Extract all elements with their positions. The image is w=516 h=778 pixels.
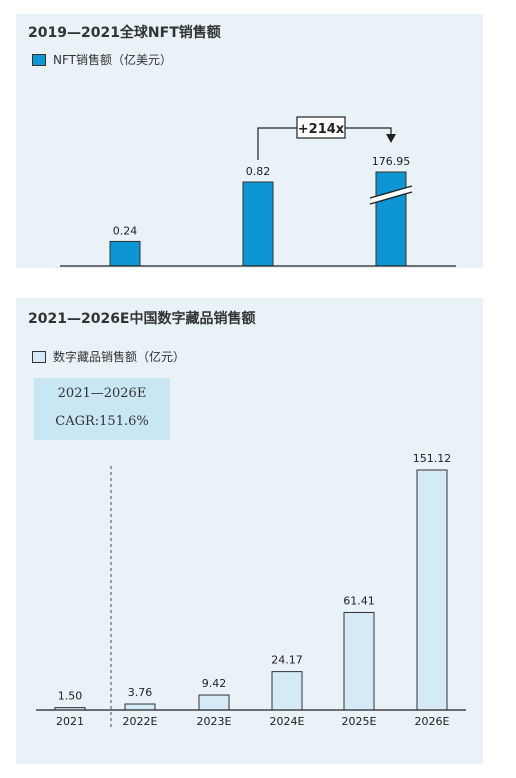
nft-value-label-2019: 0.24: [113, 224, 138, 237]
dc-chart-title: 2021—2026E中国数字藏品销售额: [28, 311, 256, 327]
nft-bar-2020: [242, 181, 274, 267]
dc-tick-label-2026E: 2026E: [415, 715, 450, 728]
dc-bar-chart: 1.50 2021 3.76 2022E 9.42 2023E 24.17 2024E 61.4…: [36, 452, 466, 728]
dc-legend-label: 数字藏品销售额（亿元）: [53, 350, 186, 364]
dc-value-label-2023E: 9.42: [202, 677, 227, 690]
nft-growth-badge: [296, 116, 346, 139]
dc-tick-label-2023E: 2023E: [197, 715, 232, 728]
dc-legend: 数字藏品销售额（亿元）: [32, 348, 185, 365]
nft-sales-panel: 2019—2021全球NFT销售额 NFT销售额（亿美元） 0.2420190.…: [16, 14, 483, 268]
nft-legend: NFT销售额（亿美元）: [32, 51, 172, 68]
digital-collectibles-panel: 2021—2026E中国数字藏品销售额 数字藏品销售额（亿元） 2021—202…: [16, 298, 483, 764]
dc-value-label-2021: 1.50: [58, 690, 83, 703]
cagr-period: 2021—2026E: [57, 386, 147, 401]
nft-bar-2021: [375, 171, 407, 267]
nft-axis-break-line: [369, 191, 413, 205]
dc-tick-label-2021: 2021: [56, 715, 84, 728]
nft-value-label-2021: 176.95: [372, 155, 411, 168]
nft-legend-swatch: [32, 53, 46, 66]
nft-value-label-2020: 0.82: [246, 165, 271, 178]
dc-bar-2022E: [124, 703, 156, 711]
dc-tick-label-2024E: 2024E: [270, 715, 305, 728]
dc-bar-2026E: [416, 469, 448, 711]
nft-chart-title: 2019—2021全球NFT销售额: [28, 25, 221, 41]
dc-tick-label-2022E: 2022E: [123, 715, 158, 728]
dc-legend-swatch: [32, 350, 46, 363]
dc-bar-2023E: [198, 694, 230, 711]
nft-axis-break-line: [369, 185, 413, 199]
nft-axis-break-gap: [372, 187, 410, 203]
dc-value-label-2025E: 61.41: [343, 594, 375, 607]
cagr-box: 2021—2026E CAGR:151.6%: [34, 378, 170, 440]
dc-bar-2025E: [343, 611, 375, 711]
dc-tick-label-2025E: 2025E: [342, 715, 377, 728]
nft-bar-chart: 0.2420190.822020176.952021+214x: [60, 116, 456, 267]
dc-value-label-2022E: 3.76: [128, 686, 153, 699]
dc-value-label-2026E: 151.12: [413, 452, 452, 465]
nft-growth-annotation: +214x: [298, 122, 345, 137]
cagr-value: CAGR:151.6%: [55, 414, 149, 429]
nft-bar-2019: [109, 240, 141, 267]
dc-bar-2024E: [271, 671, 303, 711]
nft-legend-label: NFT销售额（亿美元）: [53, 53, 172, 67]
nft-growth-arrowhead: [386, 134, 396, 143]
dc-value-label-2024E: 24.17: [271, 654, 303, 667]
